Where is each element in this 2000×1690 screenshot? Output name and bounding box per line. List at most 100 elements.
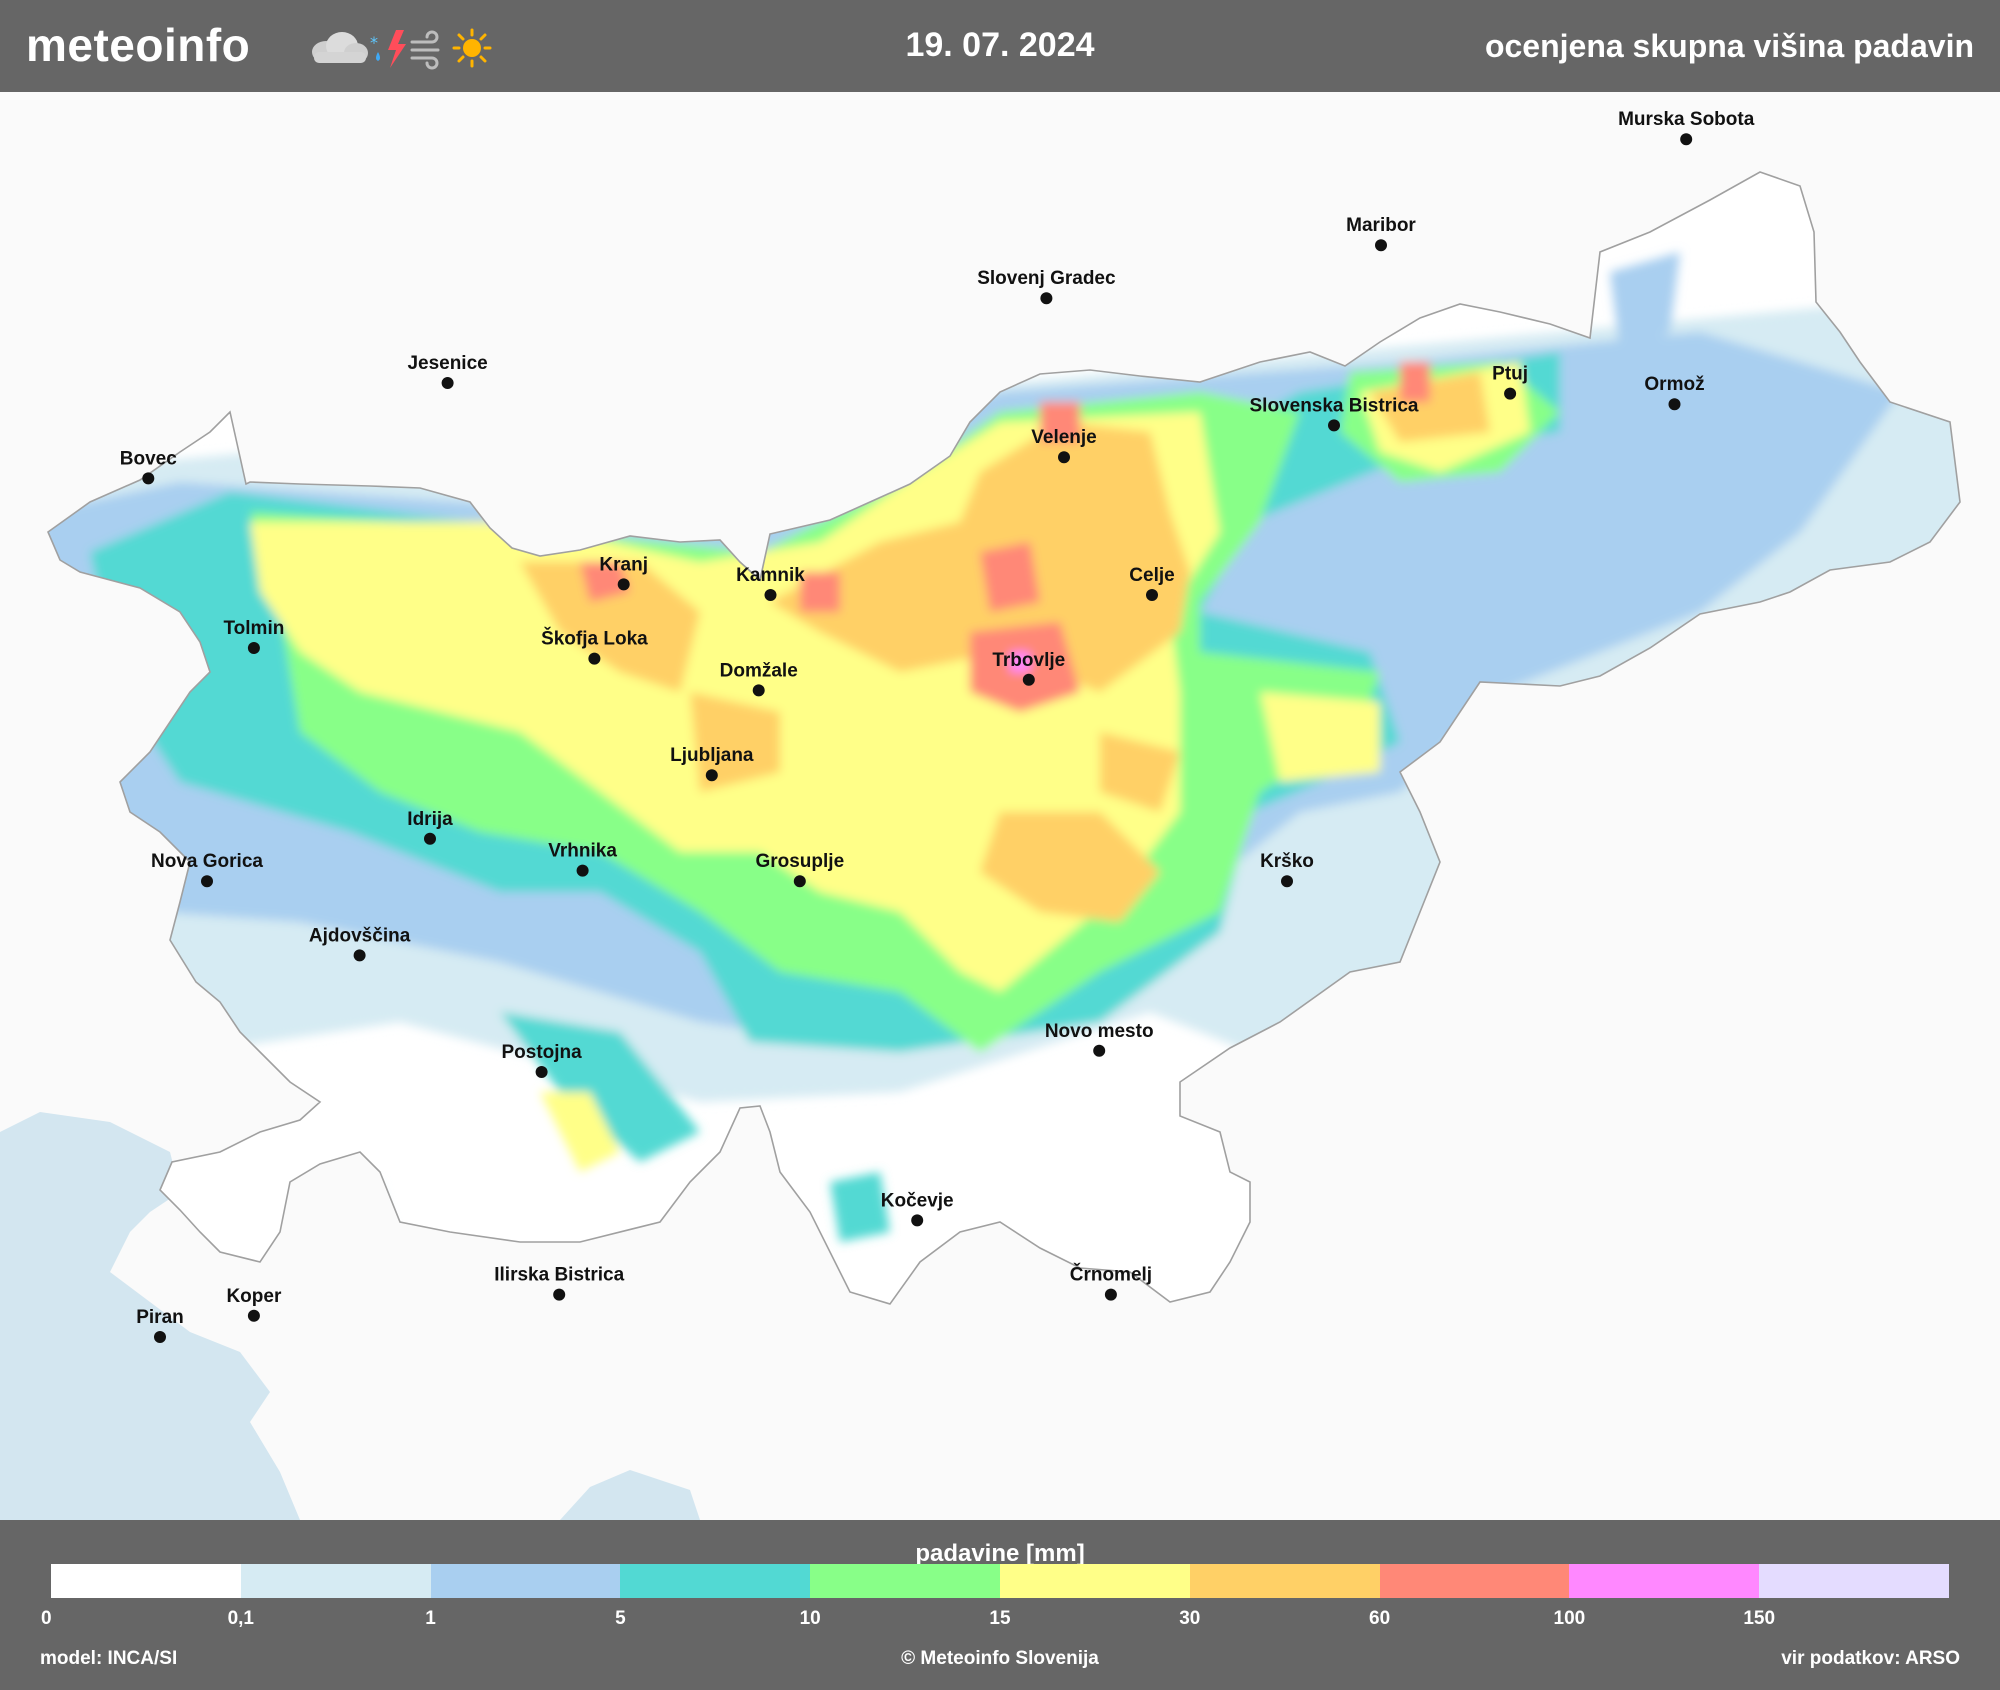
city-label: Kamnik [736,565,805,586]
legend-tick-0: 0 [41,1608,52,1629]
city-label: Ormož [1644,374,1704,395]
legend-swatch-7 [1379,1564,1570,1598]
city-dot [441,377,454,389]
city-dot [201,875,213,888]
city-label: Grosuplje [755,851,844,872]
legend-tick-4: 10 [799,1608,821,1629]
model-label: model: INCA/SI [40,1648,178,1669]
city-marker-15: Trbovlje [992,650,1065,686]
legend-swatch-2 [430,1564,621,1598]
city-dot [576,864,589,877]
city-dot [705,769,718,782]
header-bar: meteoinfo * 19. [0,0,2000,92]
city-label: Ilirska Bistrica [494,1265,624,1286]
city-dot [764,589,777,601]
city-dot [1093,1044,1106,1057]
precipitation-field [48,172,1960,1304]
city-marker-17: Idrija [407,809,453,845]
city-marker-26: Črnomelj [1070,1264,1152,1301]
city-label: Idrija [407,809,453,830]
city-label: Nova Gorica [151,851,263,872]
city-label: Celje [1129,565,1174,586]
city-marker-18: Nova Gorica [151,851,263,888]
city-dot [752,684,765,697]
legend-tick-5: 15 [989,1608,1011,1629]
city-label: Murska Sobota [1618,109,1755,130]
city-marker-14: Domžale [720,660,798,697]
city-label: Postojna [501,1042,582,1063]
sea-area [0,1112,700,1520]
city-dot [553,1288,566,1301]
city-label: Ljubljana [670,745,754,766]
legend-swatch-4 [810,1564,1000,1598]
legend-tick-6: 30 [1179,1608,1201,1629]
legend-footer: padavine [mm] 0 0,1 1 5 10 15 30 60 100 150 model… [0,1520,2000,1690]
legend-title: padavine [mm] [915,1540,1085,1567]
city-label: Trbovlje [992,650,1065,671]
city-dot [1281,875,1293,888]
sun-icon [452,28,492,68]
city-marker-0: Murska Sobota [1618,109,1755,146]
city-dot [911,1214,924,1227]
city-dot [1146,589,1158,601]
legend-tick-1: 0,1 [227,1608,255,1629]
city-dot [617,578,630,591]
lightning-icon [388,30,406,68]
city-marker-5: Ormož [1644,374,1705,411]
map-title: ocenjena skupna višina padavin [1484,28,1974,64]
weather-icons: * [312,28,492,70]
city-dot [588,652,601,665]
city-dot [1680,133,1693,146]
city-dot [353,949,366,962]
legend-tick-3: 5 [615,1608,626,1629]
city-dot [793,875,806,888]
svg-text:*: * [370,33,378,52]
city-marker-9: Kranj [599,554,648,591]
city-marker-2: Slovenj Gradec [977,268,1116,305]
city-dot [154,1331,166,1343]
city-label: Novo mesto [1045,1021,1154,1042]
city-label: Tolmin [223,618,284,639]
legend-swatch-1 [240,1564,431,1598]
city-label: Slovenj Gradec [977,268,1116,289]
legend-tick-9: 150 [1743,1608,1776,1629]
legend-swatch-5 [999,1564,1190,1598]
city-marker-24: Postojna [501,1042,582,1078]
city-label: Domžale [720,660,798,681]
city-marker-12: Tolmin [223,618,284,654]
city-label: Koper [226,1286,282,1307]
city-marker-8: Slovenska Bistrica [1250,395,1419,432]
city-marker-27: Ilirska Bistrica [494,1265,625,1301]
city-dot [1375,239,1387,252]
city-marker-16: Ljubljana [670,745,754,782]
precipitation-map: Murska Sobota Maribor Slovenj Gradec Jeseni… [0,92,2000,1520]
city-label: Slovenska Bistrica [1250,395,1419,416]
city-label: Kranj [599,554,648,575]
city-label: Krško [1260,851,1314,872]
city-dot [424,832,436,845]
legend-swatch-8 [1569,1564,1760,1598]
city-marker-20: Grosuplje [755,851,844,888]
map-date: 19. 07. 2024 [905,26,1095,64]
city-dot [247,642,260,654]
city-label: Ptuj [1492,364,1528,385]
city-marker-29: Piran [136,1307,184,1343]
city-dot [1104,1288,1117,1301]
city-dot [1022,673,1035,686]
city-dot [1328,419,1340,432]
city-marker-13: Škofja Loka [541,628,648,665]
city-marker-23: Novo mesto [1045,1021,1154,1057]
city-marker-4: Ptuj [1492,364,1528,400]
city-dot [1058,451,1070,464]
city-markers: Murska Sobota Maribor Slovenj Gradec Jeseni… [120,109,1755,1343]
city-marker-10: Kamnik [736,565,805,601]
city-label: Škofja Loka [541,628,648,650]
copyright-label: © Meteoinfo Slovenija [901,1648,1099,1669]
legend-swatch-9 [1759,1564,1949,1598]
legend-swatch-0 [51,1564,241,1598]
city-dot [1040,292,1053,305]
meteoinfo-logo[interactable]: meteoinfo [26,19,251,71]
city-label: Ajdovščina [309,925,411,946]
city-label: Jesenice [407,353,487,374]
city-marker-1: Maribor [1346,215,1416,252]
